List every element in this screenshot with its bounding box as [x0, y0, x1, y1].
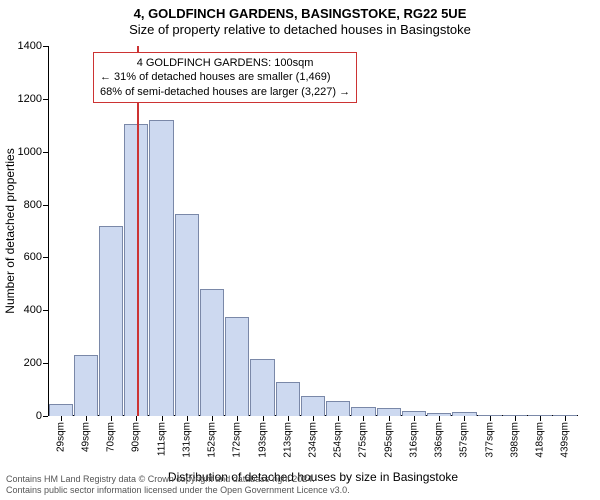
- x-tick-label: 418sqm: [535, 422, 546, 458]
- x-tick-label: 295sqm: [383, 422, 394, 458]
- x-tick-mark: [490, 416, 491, 421]
- histogram-bar: [377, 408, 401, 416]
- x-tick-label: 193sqm: [257, 422, 268, 458]
- x-tick-label: 29sqm: [55, 422, 66, 452]
- attribution-footer: Contains HM Land Registry data © Crown c…: [6, 474, 350, 497]
- x-tick-mark: [263, 416, 264, 421]
- annotation-line-2: ← 31% of detached houses are smaller (1,…: [100, 70, 350, 84]
- x-tick-mark: [313, 416, 314, 421]
- x-tick-label: 152sqm: [207, 422, 218, 458]
- histogram-bar: [326, 401, 350, 416]
- x-tick-label: 275sqm: [358, 422, 369, 458]
- y-tick-mark: [43, 363, 48, 364]
- x-tick-label: 70sqm: [106, 422, 117, 452]
- annotation-line-1: 4 GOLDFINCH GARDENS: 100sqm: [100, 56, 350, 70]
- y-tick-label: 200: [2, 357, 42, 369]
- x-tick-label: 357sqm: [459, 422, 470, 458]
- histogram-bar: [99, 226, 123, 416]
- histogram-bar: [175, 214, 199, 416]
- y-tick-mark: [43, 416, 48, 417]
- histogram-bar: [49, 404, 73, 416]
- annotation-box: 4 GOLDFINCH GARDENS: 100sqm ← 31% of det…: [93, 52, 357, 103]
- chart-area: 4 GOLDFINCH GARDENS: 100sqm ← 31% of det…: [48, 46, 578, 416]
- footer-line-1: Contains HM Land Registry data © Crown c…: [6, 474, 350, 485]
- y-tick-mark: [43, 257, 48, 258]
- x-tick-label: 213sqm: [282, 422, 293, 458]
- x-tick-label: 377sqm: [484, 422, 495, 458]
- x-tick-label: 49sqm: [80, 422, 91, 452]
- histogram-bar: [225, 317, 249, 416]
- x-tick-mark: [464, 416, 465, 421]
- x-tick-label: 439sqm: [560, 422, 571, 458]
- y-tick-mark: [43, 46, 48, 47]
- histogram-bar: [200, 289, 224, 416]
- x-tick-label: 398sqm: [509, 422, 520, 458]
- x-tick-mark: [515, 416, 516, 421]
- x-tick-label: 254sqm: [333, 422, 344, 458]
- y-tick-mark: [43, 99, 48, 100]
- y-axis-title: Number of detached properties: [3, 148, 17, 313]
- plot-area: 4 GOLDFINCH GARDENS: 100sqm ← 31% of det…: [48, 46, 578, 416]
- x-tick-mark: [61, 416, 62, 421]
- x-tick-mark: [389, 416, 390, 421]
- x-tick-label: 131sqm: [181, 422, 192, 458]
- y-tick-mark: [43, 152, 48, 153]
- x-tick-mark: [86, 416, 87, 421]
- annotation-line-3: 68% of semi-detached houses are larger (…: [100, 85, 350, 99]
- x-tick-mark: [187, 416, 188, 421]
- y-tick-label: 800: [2, 199, 42, 211]
- histogram-bar: [276, 382, 300, 416]
- y-tick-mark: [43, 205, 48, 206]
- y-tick-label: 1400: [2, 40, 42, 52]
- x-tick-mark: [338, 416, 339, 421]
- x-tick-label: 172sqm: [232, 422, 243, 458]
- x-tick-label: 336sqm: [434, 422, 445, 458]
- histogram-bar: [74, 355, 98, 416]
- x-tick-mark: [565, 416, 566, 421]
- y-tick-label: 400: [2, 304, 42, 316]
- x-tick-mark: [363, 416, 364, 421]
- y-tick-mark: [43, 310, 48, 311]
- footer-line-2: Contains public sector information licen…: [6, 485, 350, 496]
- x-tick-mark: [540, 416, 541, 421]
- histogram-bar: [301, 396, 325, 416]
- histogram-bar: [351, 407, 375, 416]
- x-tick-mark: [136, 416, 137, 421]
- chart-title-subtitle: Size of property relative to detached ho…: [0, 22, 600, 38]
- chart-title-block: 4, GOLDFINCH GARDENS, BASINGSTOKE, RG22 …: [0, 0, 600, 39]
- histogram-bar: [250, 359, 274, 416]
- x-tick-mark: [288, 416, 289, 421]
- x-tick-mark: [414, 416, 415, 421]
- x-tick-mark: [162, 416, 163, 421]
- y-tick-label: 1000: [2, 146, 42, 158]
- x-tick-mark: [439, 416, 440, 421]
- y-tick-label: 600: [2, 251, 42, 263]
- y-tick-label: 1200: [2, 93, 42, 105]
- y-tick-label: 0: [2, 410, 42, 422]
- x-tick-label: 316sqm: [408, 422, 419, 458]
- histogram-bar: [149, 120, 173, 416]
- x-tick-mark: [212, 416, 213, 421]
- x-tick-label: 90sqm: [131, 422, 142, 452]
- x-tick-mark: [237, 416, 238, 421]
- chart-title-address: 4, GOLDFINCH GARDENS, BASINGSTOKE, RG22 …: [0, 6, 600, 22]
- x-tick-label: 111sqm: [156, 422, 167, 456]
- x-tick-label: 234sqm: [308, 422, 319, 458]
- x-tick-mark: [111, 416, 112, 421]
